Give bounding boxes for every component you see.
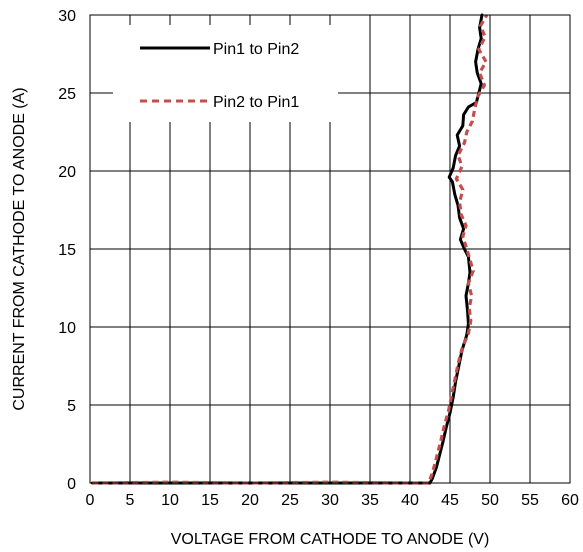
- y-tick-label: 20: [58, 164, 76, 181]
- x-tick-label: 15: [201, 492, 219, 509]
- y-tick-label: 25: [58, 86, 76, 103]
- y-axis-title: CURRENT FROM CATHODE TO ANODE (A): [11, 87, 28, 410]
- legend-label-pin2-to-pin1: Pin2 to Pin1: [213, 94, 299, 111]
- x-axis-title: VOLTAGE FROM CATHODE TO ANODE (V): [171, 531, 490, 548]
- x-tick-label: 45: [441, 492, 459, 509]
- x-tick-label: 20: [241, 492, 259, 509]
- y-tick-label: 15: [58, 242, 76, 259]
- y-tick-label: 30: [58, 8, 76, 25]
- x-tick-label: 25: [281, 492, 299, 509]
- y-tick-label: 5: [67, 398, 76, 415]
- x-tick-label: 35: [361, 492, 379, 509]
- data-series: [90, 13, 489, 485]
- x-tick-labels: 0 5 10 15 20 25 30 35 40 45 50 55 60: [86, 492, 579, 509]
- x-tick-label: 0: [86, 492, 95, 509]
- legend-label-pin1-to-pin2: Pin1 to Pin2: [213, 41, 299, 58]
- y-tick-label: 10: [58, 320, 76, 337]
- series-line-pin2-to-pin1: [92, 14, 489, 485]
- legend-box: [113, 25, 338, 122]
- x-tick-label: 50: [481, 492, 499, 509]
- y-tick-label: 0: [67, 476, 76, 493]
- series-line-pin1-to-pin2: [90, 13, 484, 485]
- x-tick-label: 60: [561, 492, 579, 509]
- x-tick-label: 55: [521, 492, 539, 509]
- x-tick-label: 5: [126, 492, 135, 509]
- x-tick-label: 40: [401, 492, 419, 509]
- x-tick-label: 30: [321, 492, 339, 509]
- legend: Pin1 to Pin2 Pin2 to Pin1: [113, 25, 338, 122]
- y-tick-labels: 0 5 10 15 20 25 30: [58, 8, 76, 493]
- x-tick-label: 10: [161, 492, 179, 509]
- plot-border: [89, 14, 571, 484]
